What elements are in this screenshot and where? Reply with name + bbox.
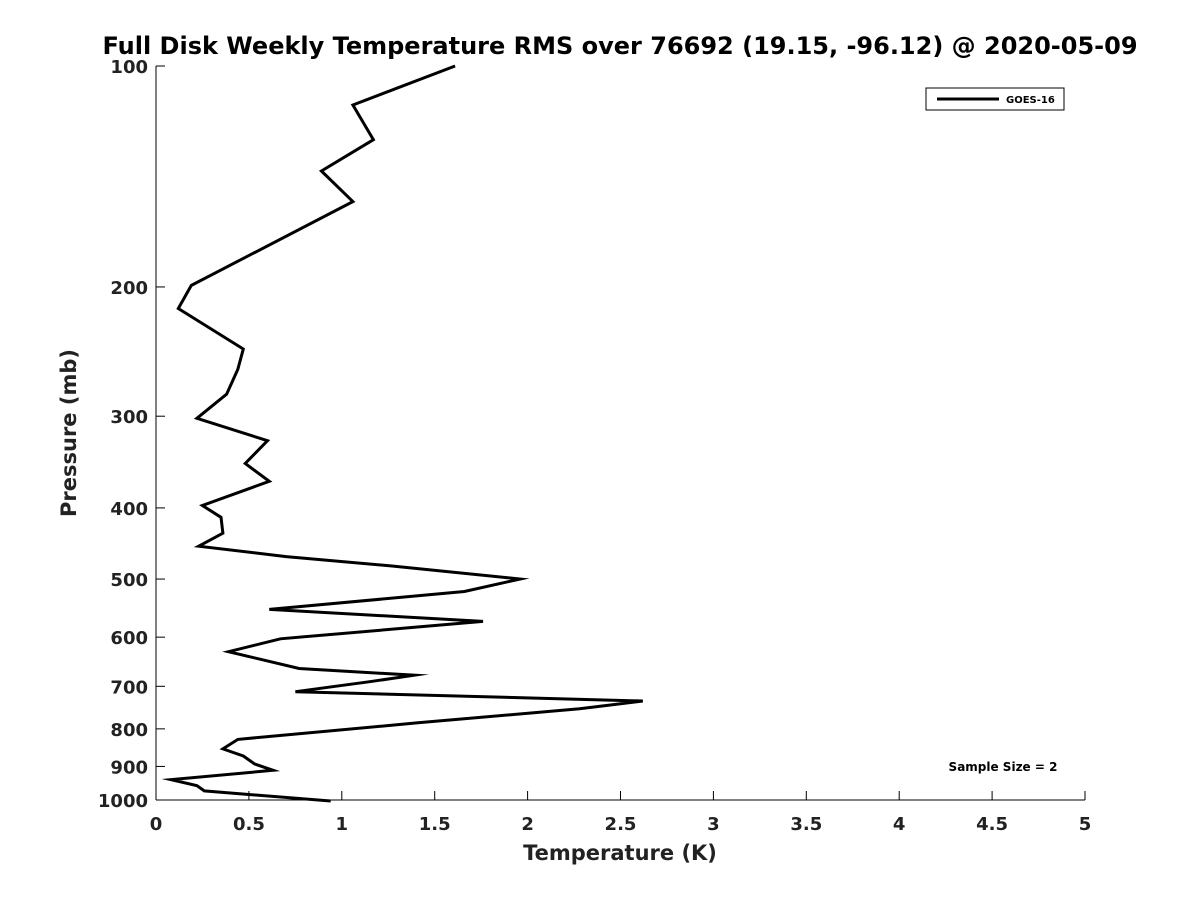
legend-label: GOES-16 (1006, 95, 1055, 106)
x-tick-label: 3.5 (790, 814, 822, 835)
series-line-goes-16 (161, 64, 643, 803)
x-tick-label: 4.5 (976, 814, 1008, 835)
x-tick-label: 2 (521, 814, 534, 835)
x-axis-ticks: 0 0.5 1 1.5 2 2.5 3 3.5 4 4.5 5 (150, 791, 1092, 835)
y-tick-label: 700 (110, 677, 148, 698)
x-axis-label: Temperature (K) (523, 841, 717, 865)
x-tick-label: 3 (707, 814, 720, 835)
x-tick-label: 1.5 (419, 814, 451, 835)
legend: GOES-16 (925, 87, 1065, 111)
sample-size-annotation: Sample Size = 2 (949, 760, 1058, 774)
x-tick-label: 2.5 (605, 814, 637, 835)
x-tick-label: 4 (893, 814, 906, 835)
y-tick-label: 500 (110, 570, 148, 591)
y-tick-label: 400 (110, 499, 148, 520)
y-axis-label: Pressure (mb) (57, 349, 81, 517)
x-tick-label: 0 (150, 814, 163, 835)
y-tick-label: 100 (110, 57, 148, 78)
x-tick-label: 1 (336, 814, 349, 835)
x-tick-label: 5 (1079, 814, 1092, 835)
y-tick-label: 600 (110, 628, 148, 649)
y-tick-label: 1000 (98, 791, 148, 812)
series-layer (161, 64, 643, 803)
y-axis-ticks: 100 200 300 400 500 600 700 800 900 1000 (98, 57, 165, 812)
x-tick-label: 0.5 (233, 814, 265, 835)
y-tick-label: 800 (110, 720, 148, 741)
y-tick-label: 900 (110, 757, 148, 778)
chart-title: Full Disk Weekly Temperature RMS over 76… (102, 32, 1137, 60)
y-tick-label: 200 (110, 278, 148, 299)
y-tick-label: 300 (110, 407, 148, 428)
